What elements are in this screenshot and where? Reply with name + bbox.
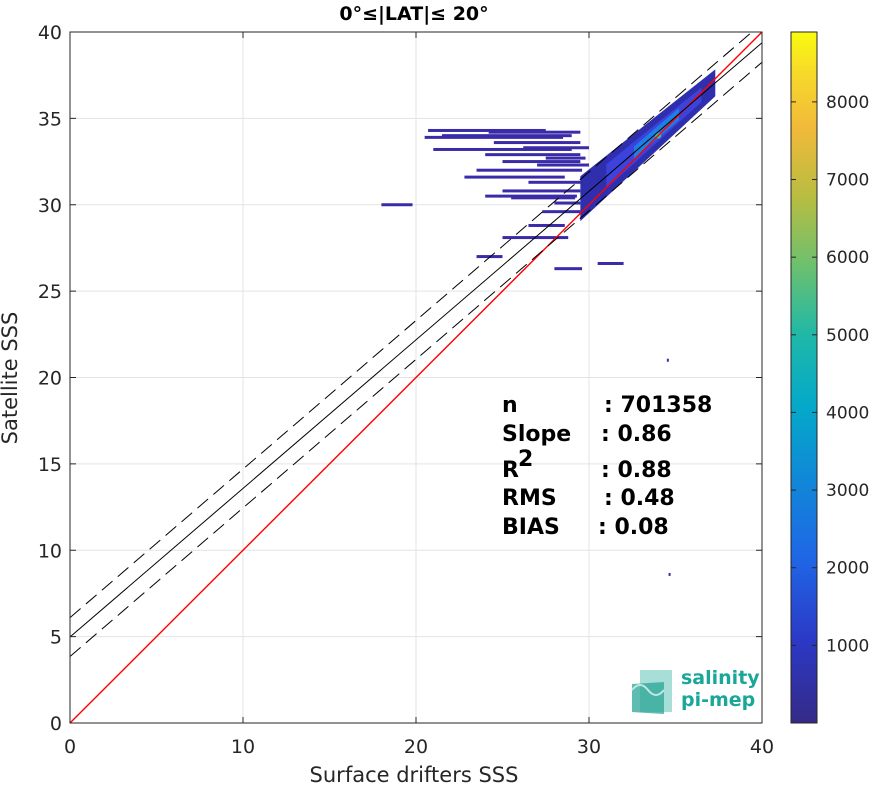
x-tick-label: 30 [577,736,601,758]
stat-label: BIAS [502,515,560,540]
stat-value: : 0.88 [601,458,672,483]
x-tick-label: 40 [750,736,774,758]
density-row [476,255,503,259]
density-row [493,141,581,145]
salinity-pi-mep-logo: salinity pi-mep [631,667,760,714]
x-tick-label: 20 [404,736,428,758]
colorbar-tick-label: 5000 [826,326,869,346]
regression-1-std-line [70,61,762,657]
stat-label: RMS [502,486,557,511]
colorbar-tick-label: 2000 [826,559,869,579]
x-axis-label: Surface drifters SSS [310,763,519,786]
density-row [528,223,565,227]
density-row [424,135,564,139]
density-row [537,163,589,167]
fit-lines [70,32,762,723]
y-tick-label: 15 [38,454,62,476]
colorbar-tick-label: 4000 [826,403,869,423]
density-row [476,168,583,172]
y-tick-label: 0 [50,713,62,735]
density-row [485,194,577,198]
y-tick-label: 40 [38,22,62,44]
density-row [485,153,581,157]
y-tick-label: 35 [38,108,62,130]
x-axis-ticks: 0 10 20 30 40 [64,32,774,758]
density-row [597,261,624,265]
density-row [528,180,586,184]
colorbar-tick-label: 3000 [826,481,869,501]
y-tick-label: 30 [38,195,62,217]
density-row [523,146,589,150]
regression-1-std-line [70,32,753,619]
logo-line1: salinity [681,667,760,689]
density-row [545,156,586,160]
density-row [502,160,581,164]
density-row [542,210,581,214]
y-axis-ticks: 0 5 10 15 20 25 30 35 40 [38,22,762,735]
stat-label: Slope [502,422,571,447]
colorbar [790,31,818,724]
density-row [381,203,413,207]
y-tick-label: 25 [38,281,62,303]
density-row [554,201,581,205]
stats-panel: n : 701358 Slope : 0.86 R 2 : 0.88 RMS : 0.48 BIA… [502,393,712,540]
stat-value: : 0.86 [601,422,672,447]
stat-value: : 701358 [604,393,712,418]
density-row [464,175,565,179]
x-tick-label: 0 [64,736,76,758]
identity-line [70,32,762,723]
colorbar-tick-label: 7000 [826,171,869,191]
colorbar-tick-label: 1000 [826,636,869,656]
colorbar-ticks: 1000 2000 3000 4000 5000 6000 7000 8000 [791,93,869,656]
density-row [488,130,581,134]
density-row [511,196,576,200]
density-row [441,134,572,138]
y-tick-label: 10 [38,540,62,562]
logo-line2: pi-mep [681,689,755,711]
x-tick-label: 10 [231,736,255,758]
stat-label: n [502,393,518,418]
stat-value: : 0.48 [604,486,675,511]
density-row [428,128,546,132]
stat-label: R [502,458,519,483]
logo-wave-icon-front [632,682,664,714]
density-row [502,189,581,193]
y-tick-label: 20 [38,368,62,390]
y-axis-label: Satellite SSS [0,312,22,445]
density-row [554,267,583,271]
chart-title: 0°≤|LAT|≤ 20° [339,3,488,25]
colorbar-tick-label: 8000 [826,93,869,113]
y-tick-label: 5 [50,627,62,649]
density-row [666,358,669,362]
stat-value: : 0.08 [598,515,669,540]
logo-wave-icon-crest [631,684,665,696]
density-row [668,572,671,576]
stat-superscript: 2 [518,447,533,472]
regression-line [70,42,762,638]
density-row [433,147,572,151]
colorbar-tick-label: 6000 [826,248,869,268]
